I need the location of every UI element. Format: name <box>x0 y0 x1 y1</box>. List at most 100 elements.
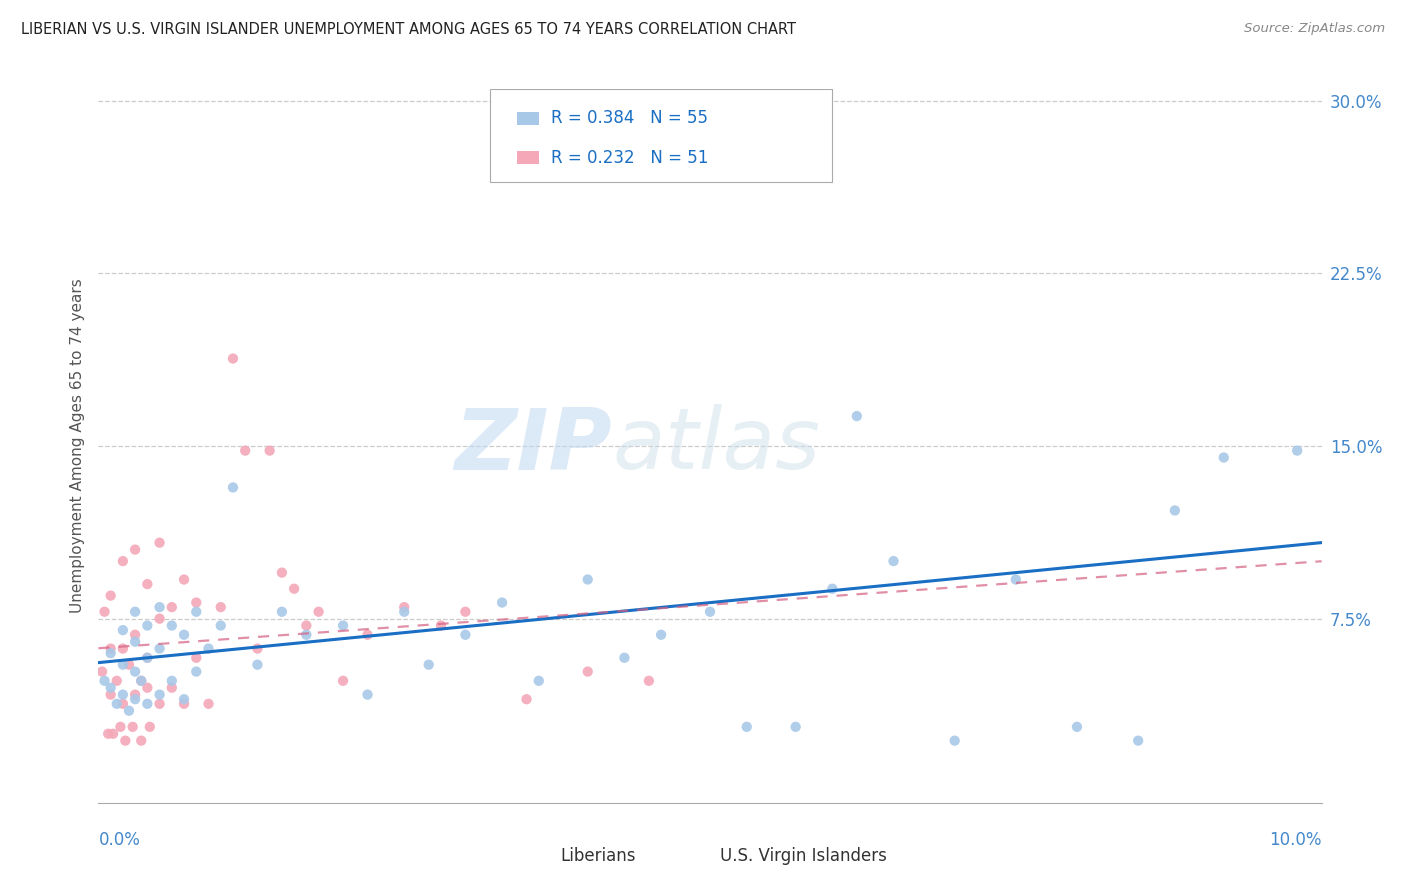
Point <box>821 582 844 596</box>
Point <box>111 697 134 711</box>
Point <box>173 573 195 587</box>
Point <box>124 634 146 648</box>
Point <box>356 628 378 642</box>
Point <box>613 650 636 665</box>
Point <box>197 641 219 656</box>
Point <box>295 618 318 632</box>
Point <box>1164 503 1187 517</box>
Point <box>1286 443 1309 458</box>
Point <box>93 605 115 619</box>
Point <box>111 641 134 656</box>
Point <box>136 681 159 695</box>
Point <box>105 673 128 688</box>
Point <box>430 618 453 632</box>
FancyBboxPatch shape <box>533 851 555 862</box>
Point <box>186 650 208 665</box>
Point <box>136 577 159 591</box>
Y-axis label: Unemployment Among Ages 65 to 74 years: Unemployment Among Ages 65 to 74 years <box>69 278 84 614</box>
Point <box>270 566 292 580</box>
Point <box>222 480 245 494</box>
Point <box>785 720 807 734</box>
Point <box>114 733 136 747</box>
Point <box>735 720 758 734</box>
Point <box>111 554 134 568</box>
Point <box>418 657 440 672</box>
Point <box>129 673 152 688</box>
Point <box>650 628 672 642</box>
Point <box>1004 573 1026 587</box>
Point <box>100 641 122 656</box>
Point <box>356 688 378 702</box>
Point <box>124 542 146 557</box>
Point <box>149 535 172 549</box>
Point <box>527 673 550 688</box>
Point <box>209 600 232 615</box>
Point <box>454 628 477 642</box>
Point <box>491 595 513 609</box>
Point <box>173 692 195 706</box>
Point <box>100 681 122 695</box>
Point <box>136 650 159 665</box>
Point <box>576 665 599 679</box>
Text: Source: ZipAtlas.com: Source: ZipAtlas.com <box>1244 22 1385 36</box>
Text: ZIP: ZIP <box>454 404 612 488</box>
Point <box>222 351 245 366</box>
Point <box>576 573 599 587</box>
Point <box>124 692 146 706</box>
Text: R = 0.384   N = 55: R = 0.384 N = 55 <box>551 110 709 128</box>
Point <box>149 612 172 626</box>
Point <box>129 733 152 747</box>
Point <box>1066 720 1088 734</box>
Text: Liberians: Liberians <box>561 847 637 865</box>
Point <box>149 600 172 615</box>
Point <box>136 650 159 665</box>
Point <box>283 582 305 596</box>
Point <box>246 641 269 656</box>
FancyBboxPatch shape <box>517 151 538 164</box>
Point <box>111 657 134 672</box>
Point <box>124 665 146 679</box>
Point <box>454 605 477 619</box>
FancyBboxPatch shape <box>692 851 714 862</box>
Point <box>101 727 124 741</box>
Point <box>124 628 146 642</box>
Point <box>845 409 868 423</box>
Point <box>118 657 141 672</box>
Point <box>149 641 172 656</box>
Text: LIBERIAN VS U.S. VIRGIN ISLANDER UNEMPLOYMENT AMONG AGES 65 TO 74 YEARS CORRELAT: LIBERIAN VS U.S. VIRGIN ISLANDER UNEMPLO… <box>21 22 796 37</box>
Point <box>160 618 183 632</box>
Point <box>759 167 782 181</box>
FancyBboxPatch shape <box>489 89 832 182</box>
Point <box>93 673 115 688</box>
Text: U.S. Virgin Islanders: U.S. Virgin Islanders <box>720 847 887 865</box>
Point <box>136 618 159 632</box>
Point <box>110 720 132 734</box>
Point <box>270 605 292 619</box>
Point <box>246 657 269 672</box>
Point <box>943 733 966 747</box>
Point <box>149 688 172 702</box>
Point <box>149 697 172 711</box>
Point <box>637 673 661 688</box>
Point <box>121 720 143 734</box>
Point <box>118 704 141 718</box>
Point <box>160 600 183 615</box>
Point <box>139 720 162 734</box>
Point <box>105 697 128 711</box>
Point <box>160 681 183 695</box>
Point <box>111 623 134 637</box>
Point <box>129 673 152 688</box>
Point <box>392 605 416 619</box>
Point <box>332 618 354 632</box>
Point <box>516 692 538 706</box>
FancyBboxPatch shape <box>517 112 538 125</box>
Point <box>124 688 146 702</box>
Point <box>699 605 721 619</box>
Point <box>100 646 122 660</box>
Point <box>186 665 208 679</box>
Point <box>295 628 318 642</box>
Point <box>136 697 159 711</box>
Point <box>1128 733 1150 747</box>
Point <box>883 554 905 568</box>
Point <box>97 727 120 741</box>
